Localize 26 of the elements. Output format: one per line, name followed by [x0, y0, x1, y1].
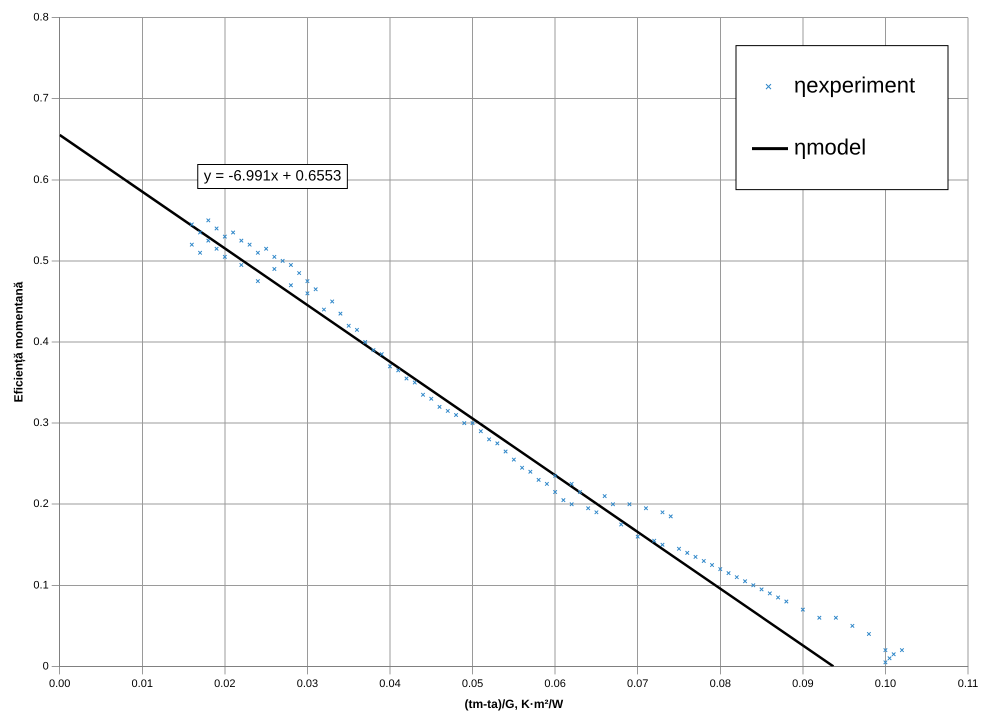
y-tick-label: 0.5 — [33, 254, 49, 267]
x-tick-label: 0.10 — [874, 678, 896, 690]
y-tick-label: 0 — [42, 660, 49, 672]
x-tick-label: 0.09 — [792, 678, 814, 690]
legend-label: ηexperiment — [794, 72, 916, 98]
legend-label: ηmodel — [794, 134, 866, 160]
x-tick-label: 0.07 — [626, 678, 648, 690]
x-tick-label: 0.08 — [710, 678, 731, 690]
x-tick-label: 0.04 — [379, 678, 401, 690]
x-tick-label: 0.02 — [214, 678, 236, 690]
x-tick-label: 0.06 — [544, 678, 566, 690]
x-tick-label: 0.01 — [132, 678, 153, 690]
y-tick-label: 0.1 — [33, 579, 49, 592]
y-tick-label: 0.6 — [33, 174, 49, 186]
x-tick-label: 0.05 — [462, 678, 484, 690]
y-tick-label: 0.3 — [33, 417, 49, 430]
x-tick-label: 0.00 — [48, 678, 70, 690]
y-tick-label: 0.4 — [33, 336, 49, 348]
y-tick-label: 0.2 — [33, 498, 49, 510]
y-tick-label: 0.7 — [33, 92, 49, 105]
x-tick-label: 0.11 — [958, 678, 978, 690]
x-tick-label: 0.03 — [296, 678, 318, 690]
y-axis-title: Eficiență momentană — [12, 281, 26, 402]
x-axis-title: (tm-ta)/G, K·m²/W — [464, 697, 564, 712]
annotation: y = -6.991x + 0.6553 — [204, 168, 342, 185]
y-tick-label: 0.8 — [33, 12, 49, 24]
